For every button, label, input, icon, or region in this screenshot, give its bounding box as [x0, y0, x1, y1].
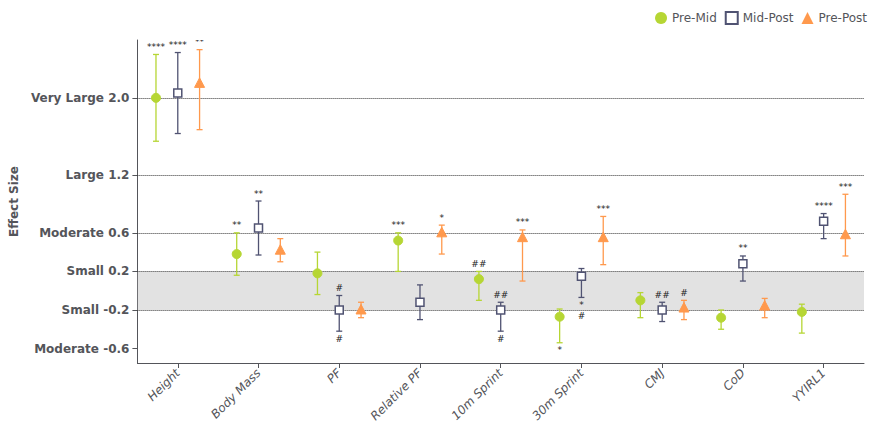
svg-text:***: *** — [839, 182, 853, 192]
svg-text:10m Sprint: 10m Sprint — [449, 365, 507, 423]
svg-text:#: # — [578, 311, 586, 321]
svg-text:Moderate -0.6: Moderate -0.6 — [34, 342, 129, 356]
svg-text:Pre-Mid: Pre-Mid — [672, 11, 717, 25]
svg-text:****: **** — [147, 42, 166, 52]
svg-text:YYIRL1: YYIRL1 — [790, 366, 829, 405]
svg-text:****: **** — [815, 201, 834, 211]
svg-text:Small 0.2: Small 0.2 — [67, 264, 130, 278]
svg-text:CMJ: CMJ — [641, 366, 667, 392]
svg-text:#: # — [497, 334, 505, 344]
svg-text:##: ## — [493, 290, 508, 300]
svg-text:Effect Size: Effect Size — [7, 166, 21, 237]
svg-text:#: # — [335, 334, 343, 344]
svg-text:Large 1.2: Large 1.2 — [66, 168, 130, 182]
svg-text:***: *** — [391, 220, 405, 230]
svg-text:Very Large 2.0: Very Large 2.0 — [31, 91, 130, 105]
svg-text:30m Sprint: 30m Sprint — [529, 365, 587, 423]
svg-text:Small -0.2: Small -0.2 — [62, 303, 130, 317]
svg-text:##: ## — [655, 290, 670, 300]
svg-text:**: ** — [254, 189, 264, 199]
svg-text:Body Mass: Body Mass — [208, 366, 263, 421]
svg-text:****: **** — [169, 40, 188, 50]
svg-text:#: # — [680, 288, 688, 298]
svg-text:Pre-Post: Pre-Post — [818, 11, 867, 25]
svg-text:**: ** — [738, 243, 748, 253]
svg-text:**: ** — [232, 220, 242, 230]
svg-text:Relative PF: Relative PF — [368, 365, 426, 423]
svg-text:Moderate 0.6: Moderate 0.6 — [39, 226, 129, 240]
svg-text:Height: Height — [145, 365, 184, 404]
svg-text:**: ** — [195, 37, 205, 47]
svg-text:*: * — [579, 300, 584, 310]
svg-text:#: # — [335, 283, 343, 293]
svg-text:***: *** — [596, 204, 610, 214]
svg-text:Mid-Post: Mid-Post — [743, 11, 794, 25]
svg-text:*: * — [557, 345, 562, 355]
svg-text:CoD: CoD — [720, 366, 748, 394]
svg-text:***: *** — [516, 217, 530, 227]
svg-text:*: * — [440, 213, 445, 223]
svg-text:##: ## — [471, 259, 486, 269]
svg-text:PF: PF — [324, 365, 345, 386]
